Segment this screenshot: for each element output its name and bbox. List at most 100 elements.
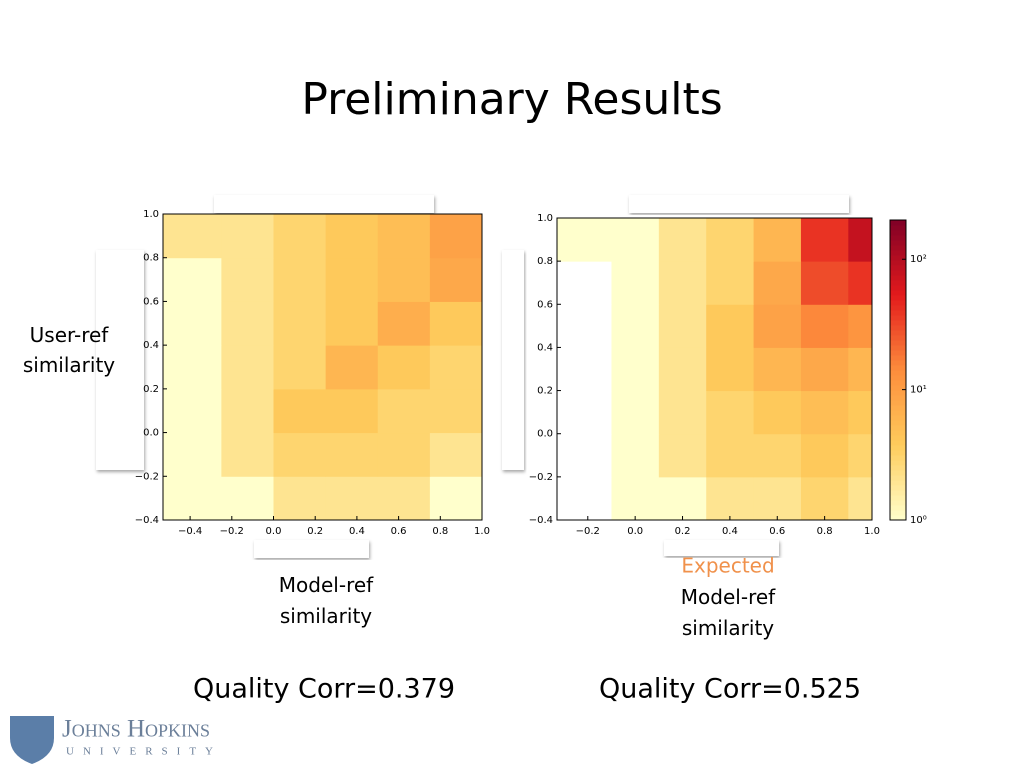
colorbar-step xyxy=(890,400,906,406)
logo: Johns Hopkins UNIVERSITY xyxy=(10,716,213,764)
cell xyxy=(163,345,222,390)
cell xyxy=(658,218,707,262)
cell xyxy=(658,347,707,392)
cell xyxy=(753,218,802,262)
y-tick-label: 1.0 xyxy=(537,213,553,224)
cell xyxy=(800,476,849,521)
cell xyxy=(325,476,379,521)
cell xyxy=(325,388,379,434)
colorbar-step xyxy=(890,285,906,291)
colorbar-step xyxy=(890,515,906,521)
colorbar-step xyxy=(890,490,906,496)
colorbar-step xyxy=(890,355,906,361)
x-tick-label: 0.4 xyxy=(349,526,365,537)
colorbar-step xyxy=(890,475,906,481)
colorbar-step xyxy=(890,275,906,281)
x-tick-label: 0.6 xyxy=(391,526,407,537)
cell xyxy=(221,388,275,434)
cell xyxy=(706,218,755,262)
cell xyxy=(221,432,275,477)
cell xyxy=(800,433,849,478)
cell xyxy=(377,214,431,259)
colorbar-step xyxy=(890,410,906,416)
colorbar-step xyxy=(890,415,906,421)
colorbar-step xyxy=(890,350,906,356)
caption: Quality Corr=0.525 xyxy=(599,674,861,705)
colorbar-step xyxy=(890,295,906,301)
colorbar-step xyxy=(890,220,906,226)
cell xyxy=(163,388,222,434)
x-axis-label: Model-ref similarity xyxy=(278,573,374,628)
cell xyxy=(429,257,483,302)
cell xyxy=(706,261,755,305)
x-tick-label: 1.0 xyxy=(864,526,880,537)
cell xyxy=(325,301,379,346)
cell xyxy=(611,304,660,348)
cell xyxy=(377,257,431,302)
x-tick-label: 0.2 xyxy=(675,526,691,537)
cell xyxy=(273,388,327,434)
cell xyxy=(658,261,707,305)
cell xyxy=(429,432,483,477)
cell xyxy=(273,432,327,477)
y-tick-label: 0.2 xyxy=(143,384,159,395)
cell xyxy=(848,347,873,392)
box xyxy=(664,540,779,556)
colorbar-step xyxy=(890,230,906,236)
cell xyxy=(163,432,222,477)
colorbar-step xyxy=(890,385,906,391)
colorbar-step xyxy=(890,505,906,511)
cell xyxy=(753,390,802,435)
cell xyxy=(273,214,327,259)
cell xyxy=(429,214,483,259)
cell xyxy=(706,476,755,521)
y-tick-label: 1.0 xyxy=(143,209,159,220)
colorbar-step xyxy=(890,420,906,426)
colorbar-step xyxy=(890,330,906,336)
cell xyxy=(429,301,483,346)
slide-title: Preliminary Results xyxy=(301,74,722,125)
cell xyxy=(325,432,379,477)
colorbar-step xyxy=(890,300,906,306)
cell xyxy=(429,476,483,521)
y-tick-label: 0.0 xyxy=(537,429,553,440)
cell xyxy=(273,476,327,521)
colorbar-step xyxy=(890,270,906,276)
cell xyxy=(658,304,707,348)
colorbar-step xyxy=(890,430,906,436)
colorbar-step xyxy=(890,460,906,466)
y-tick-label: −0.2 xyxy=(135,471,159,482)
cell xyxy=(611,390,660,435)
cell xyxy=(429,388,483,434)
colorbar-step xyxy=(890,325,906,331)
cell xyxy=(848,476,873,521)
cell xyxy=(557,304,612,348)
colorbar-step xyxy=(890,435,906,441)
logo-name: Johns Hopkins xyxy=(62,716,210,743)
cell xyxy=(753,433,802,478)
y-tick-label: 0.8 xyxy=(537,256,553,267)
cell xyxy=(273,257,327,302)
y-tick-label: 0.2 xyxy=(537,386,553,397)
x-tick-label: 0.0 xyxy=(627,526,643,537)
cell xyxy=(848,218,873,262)
y-tick-label: −0.4 xyxy=(135,515,159,526)
colorbar-step xyxy=(890,335,906,341)
cell xyxy=(658,476,707,521)
colorbar-step xyxy=(890,380,906,386)
y-tick-label: 0.6 xyxy=(537,299,553,310)
cell xyxy=(753,261,802,305)
colorbar-tick-label: 10² xyxy=(910,254,927,265)
cell xyxy=(706,347,755,392)
y-tick-label: 0.4 xyxy=(537,342,553,353)
colorbar-step xyxy=(890,445,906,451)
colorbar-step xyxy=(890,225,906,231)
x-tick-label: 1.0 xyxy=(474,526,490,537)
cell xyxy=(611,433,660,478)
cell xyxy=(753,304,802,348)
colorbar-step xyxy=(890,485,906,491)
cell xyxy=(325,345,379,390)
cell xyxy=(800,390,849,435)
colorbar-step xyxy=(890,360,906,366)
cell xyxy=(163,476,222,521)
